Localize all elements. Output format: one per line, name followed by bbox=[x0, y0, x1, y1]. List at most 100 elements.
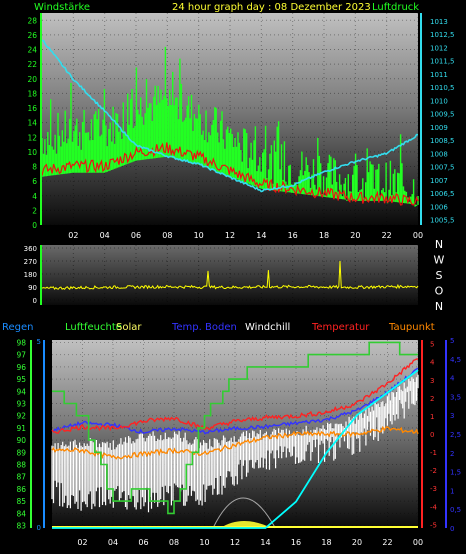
temperature-tick-label: 3 bbox=[430, 377, 434, 385]
direction-degree-ticks: 0 90 180 270 360 bbox=[24, 245, 42, 305]
compass-label: W bbox=[434, 254, 445, 267]
humidity-line bbox=[52, 341, 418, 515]
pressure-tick-label: 1010 bbox=[430, 97, 448, 105]
compass-label: N bbox=[435, 300, 443, 313]
humidity-tick-label: 84 bbox=[16, 509, 26, 518]
pressure-axis-ticks: 1005,5 1006 1006,5 1007 1007,5 1008 1008,5 1009… bbox=[420, 13, 455, 225]
soil-temp-tick-label: 0,5 bbox=[450, 506, 461, 514]
direction-tick-label: 270 bbox=[24, 258, 37, 266]
pressure-tick-label: 1008 bbox=[430, 150, 448, 158]
wind-tick-label: 14 bbox=[27, 119, 37, 128]
pressure-tick-label: 1009,5 bbox=[430, 111, 455, 119]
compass-label: N bbox=[435, 238, 443, 251]
wind-tick-label: 18 bbox=[27, 89, 37, 98]
wind-direction-grid bbox=[42, 245, 419, 305]
time-tick-label: 06 bbox=[131, 231, 141, 240]
soil-temp-tick-label: 1,5 bbox=[450, 469, 461, 477]
time-tick-label-bottom: 10 bbox=[199, 538, 209, 547]
direction-tick-label: 360 bbox=[24, 245, 37, 253]
temperature-tick-label: -5 bbox=[430, 521, 437, 529]
soil-temp-tick-label: 0 bbox=[450, 525, 454, 533]
temperature-series bbox=[51, 341, 419, 529]
pressure-tick-label: 1008,5 bbox=[430, 137, 455, 145]
wind-tick-label: 4 bbox=[32, 192, 37, 201]
time-axis-ticks-top: 02 04 06 08 10 12 14 16 18 20 22 00 bbox=[68, 231, 423, 240]
legend-solar: Solar bbox=[116, 322, 142, 333]
time-tick-label-bottom: 08 bbox=[169, 538, 179, 547]
time-tick-label: 12 bbox=[225, 231, 235, 240]
wind-tick-label: 24 bbox=[27, 46, 37, 55]
legend: Regen Luftfeuchte Solar Temp. Boden Wind… bbox=[2, 322, 435, 333]
rain-line bbox=[52, 369, 419, 529]
wind-tick-label: 8 bbox=[32, 163, 37, 172]
pressure-tick-label: 1011,5 bbox=[430, 58, 455, 66]
temperature-line bbox=[51, 358, 419, 434]
wind-tick-label: 10 bbox=[27, 148, 37, 157]
time-tick-label-bottom: 16 bbox=[291, 538, 301, 547]
humidity-tick-label: 83 bbox=[16, 522, 26, 531]
pressure-tick-label: 1007 bbox=[430, 177, 448, 185]
temperature-tick-label: -3 bbox=[430, 485, 437, 493]
legend-soil-temp: Temp. Boden bbox=[171, 322, 237, 333]
time-tick-label-bottom: 18 bbox=[321, 538, 331, 547]
wind-tick-label: 26 bbox=[27, 31, 37, 40]
soil-temp-tick-label: 5 bbox=[450, 337, 454, 345]
pressure-axis-title: Luftdruck bbox=[372, 2, 419, 13]
time-tick-label-bottom: 06 bbox=[138, 538, 148, 547]
humidity-axis-ticks: 83 84 85 86 87 88 89 90 91 92 93 94 95 96 97 98 5 0 bbox=[16, 338, 45, 532]
humidity-tick-label: 86 bbox=[16, 485, 26, 494]
time-tick-label-bottom: 12 bbox=[230, 538, 240, 547]
temperature-tick-label: -1 bbox=[430, 449, 437, 457]
time-tick-label-bottom: 02 bbox=[77, 538, 87, 547]
time-tick-label-bottom: 04 bbox=[108, 538, 118, 547]
soil-temp-tick-label: 4 bbox=[450, 375, 455, 383]
soil-temp-tick-label: 3,5 bbox=[450, 393, 461, 401]
wind-pressure-series bbox=[41, 39, 419, 207]
wind-tick-label: 20 bbox=[27, 75, 37, 84]
wind-tick-label: 16 bbox=[27, 104, 37, 113]
time-tick-label: 16 bbox=[288, 231, 298, 240]
time-tick-label-bottom: 22 bbox=[382, 538, 392, 547]
direction-tick-label: 0 bbox=[33, 297, 37, 305]
temperature-tick-label: -2 bbox=[430, 467, 437, 475]
solar-max-curve bbox=[212, 497, 276, 529]
wind-tick-label: 6 bbox=[32, 177, 37, 186]
time-tick-label-bottom: 14 bbox=[260, 538, 270, 547]
pressure-tick-label: 1009 bbox=[430, 124, 448, 132]
wind-tick-label: 0 bbox=[32, 221, 37, 230]
humidity-tick-label: 97 bbox=[16, 351, 26, 360]
humidity-tick-label: 95 bbox=[16, 375, 26, 384]
soil-temp-tick-label: 4,5 bbox=[450, 356, 461, 364]
direction-tick-label: 90 bbox=[28, 284, 37, 292]
windchill-bars bbox=[51, 374, 419, 513]
soil-temp-tick-label: 2 bbox=[450, 450, 454, 458]
humidity-tick-label: 91 bbox=[16, 424, 26, 433]
humidity-tick-label: 94 bbox=[16, 387, 26, 396]
pressure-tick-label: 1012 bbox=[430, 44, 448, 52]
wind-tick-label: 28 bbox=[27, 16, 37, 25]
humidity-tick-label: 90 bbox=[16, 436, 26, 445]
soil-temp-tick-label: 2,5 bbox=[450, 431, 461, 439]
time-tick-label: 00 bbox=[413, 231, 423, 240]
humidity-tick-label: 93 bbox=[16, 399, 26, 408]
pressure-tick-label: 1006 bbox=[430, 203, 448, 211]
humidity-tick-label: 96 bbox=[16, 363, 26, 372]
pressure-tick-label: 1005,5 bbox=[430, 217, 455, 225]
wind-tick-label: 2 bbox=[32, 206, 37, 215]
temperature-tick-label: -4 bbox=[430, 503, 438, 511]
wind-direction-plot-area bbox=[42, 245, 418, 305]
pressure-tick-label: 1012,5 bbox=[430, 31, 455, 39]
dewpoint-line bbox=[51, 425, 419, 460]
humidity-tick-label: 98 bbox=[16, 338, 26, 347]
time-tick-label: 10 bbox=[194, 231, 204, 240]
time-tick-label: 22 bbox=[382, 231, 392, 240]
temperature-tick-label: 1 bbox=[430, 413, 434, 421]
soil-temp-tick-label: 3 bbox=[450, 412, 454, 420]
chart-title: 24 hour graph day : 08 Dezember 2023 bbox=[172, 2, 371, 13]
time-tick-label: 20 bbox=[350, 231, 360, 240]
wind-direction-line bbox=[41, 260, 419, 290]
pressure-line bbox=[41, 39, 419, 193]
time-tick-label-bottom: 20 bbox=[352, 538, 362, 547]
